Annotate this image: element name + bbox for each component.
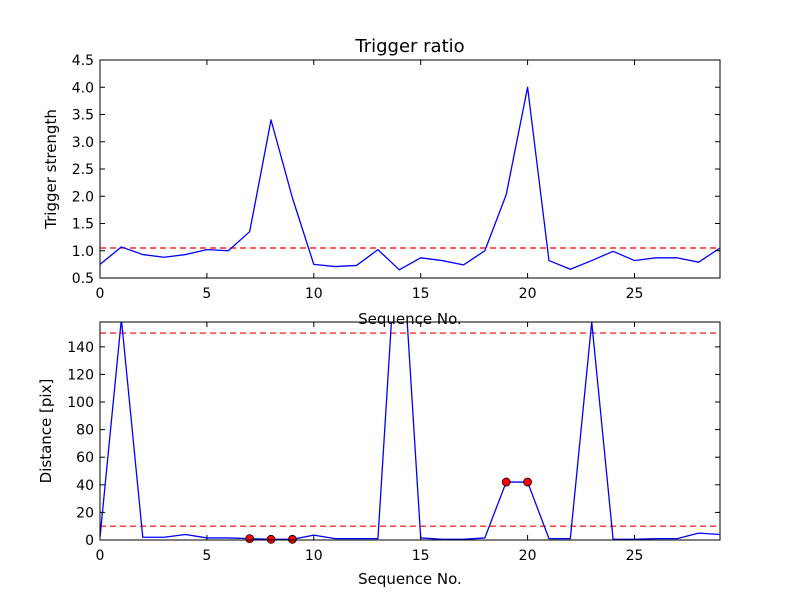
x-tick-label: 20 <box>519 548 537 564</box>
plot-frame <box>99 59 721 279</box>
x-tick-label: 0 <box>96 286 105 302</box>
x-tick-label: 25 <box>626 286 644 302</box>
x-axis-label: Sequence No. <box>358 570 462 588</box>
y-tick-label: 3.0 <box>72 135 94 151</box>
y-tick-label: 80 <box>76 423 94 439</box>
data-markers <box>245 477 532 544</box>
x-axis-label: Sequence No. <box>358 310 462 328</box>
threshold-lines <box>100 332 720 527</box>
x-tick-label: 20 <box>519 286 537 302</box>
y-tick-label: 4.5 <box>72 53 94 69</box>
x-tick-label: 15 <box>412 286 430 302</box>
y-tick-label: 20 <box>76 505 94 521</box>
data-point-marker <box>523 477 532 487</box>
y-tick-label: 140 <box>67 340 94 356</box>
x-tick-label: 5 <box>202 548 211 564</box>
y-axis-label: Trigger strength <box>42 109 60 230</box>
data-series <box>100 86 720 271</box>
x-tick-label: 10 <box>305 548 323 564</box>
y-tick-label: 0.5 <box>72 271 94 287</box>
y-tick-label: 60 <box>76 450 94 466</box>
data-point-marker <box>266 534 276 544</box>
distance-chart: Distance [pix] Sequence No. 0 5 10 15 20 25 0 2… <box>37 321 721 588</box>
data-series <box>100 322 720 540</box>
y-tick-label: 2.5 <box>72 162 94 178</box>
y-tick-label: 120 <box>67 367 94 383</box>
data-point-marker <box>288 534 297 544</box>
plot-frame <box>99 321 721 541</box>
series-line <box>100 322 720 540</box>
y-tick-label: 1.5 <box>72 217 94 233</box>
chart-title: Trigger ratio <box>354 36 464 57</box>
axis-ticks: 0 5 10 15 20 25 0 20 40 60 80 100 120 140 <box>67 322 720 564</box>
y-tick-label: 4.0 <box>72 80 94 96</box>
data-point-marker <box>245 534 255 544</box>
y-tick-label: 1.0 <box>72 244 94 260</box>
series-line <box>100 86 720 271</box>
y-tick-label: 3.5 <box>72 108 94 124</box>
y-tick-label: 2.0 <box>72 189 94 205</box>
x-tick-label: 10 <box>305 286 323 302</box>
data-point-marker <box>501 477 511 487</box>
trigger-ratio-chart: Trigger ratio Trigger strength Sequence … <box>42 36 721 328</box>
y-tick-label: 40 <box>76 478 94 494</box>
x-tick-label: 25 <box>626 548 644 564</box>
y-tick-label: 0 <box>85 533 94 549</box>
y-tick-label: 100 <box>67 395 94 411</box>
x-tick-label: 5 <box>202 286 211 302</box>
x-tick-label: 15 <box>412 548 430 564</box>
x-tick-label: 0 <box>96 548 105 564</box>
axis-ticks: 0 5 10 15 20 25 0.5 1.0 1.5 2.0 2.5 3.0 3.5 4.0 4.5 <box>72 53 720 302</box>
y-axis-label: Distance [pix] <box>37 379 55 484</box>
